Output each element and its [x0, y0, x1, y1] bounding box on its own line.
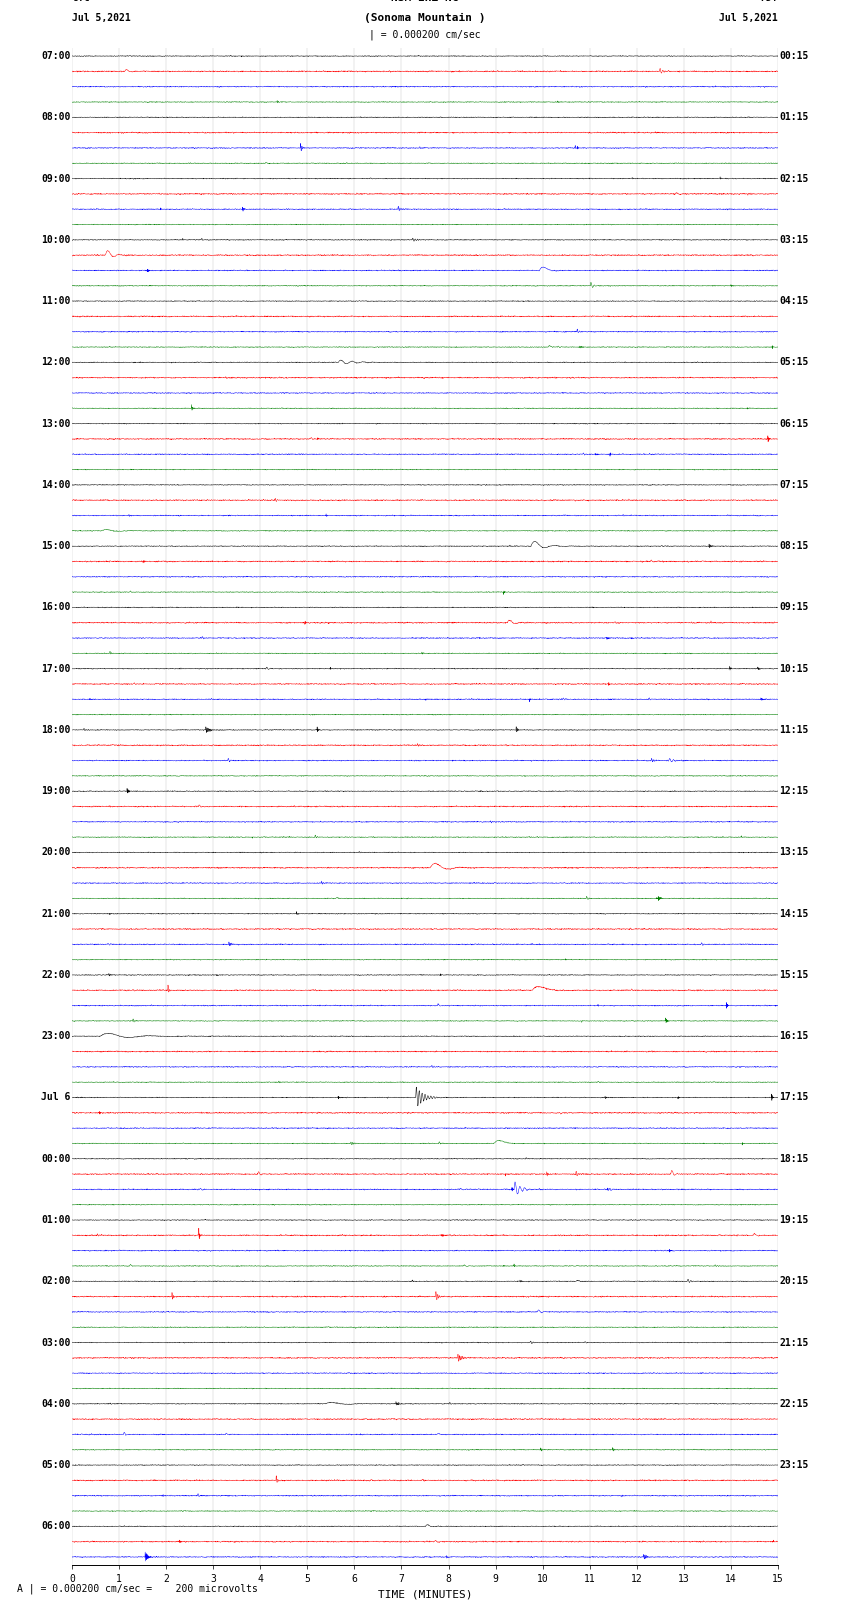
Text: 15:00: 15:00	[42, 540, 71, 552]
Text: 16:15: 16:15	[779, 1031, 808, 1042]
Text: 09:15: 09:15	[779, 602, 808, 613]
Text: 03:15: 03:15	[779, 235, 808, 245]
Text: 14:15: 14:15	[779, 908, 808, 919]
Text: 22:15: 22:15	[779, 1398, 808, 1408]
Text: 20:15: 20:15	[779, 1276, 808, 1286]
Text: 04:15: 04:15	[779, 297, 808, 306]
Text: 05:00: 05:00	[42, 1460, 71, 1469]
Text: 13:15: 13:15	[779, 847, 808, 858]
Text: 10:15: 10:15	[779, 663, 808, 674]
Text: 18:15: 18:15	[779, 1153, 808, 1163]
X-axis label: TIME (MINUTES): TIME (MINUTES)	[377, 1589, 473, 1598]
Text: 14:00: 14:00	[42, 481, 71, 490]
Text: 22:00: 22:00	[42, 969, 71, 981]
Text: Jul 5,2021: Jul 5,2021	[72, 13, 131, 23]
Text: 20:00: 20:00	[42, 847, 71, 858]
Text: NSM EHZ NC: NSM EHZ NC	[391, 0, 459, 3]
Text: 08:15: 08:15	[779, 540, 808, 552]
Text: A | = 0.000200 cm/sec =    200 microvolts: A | = 0.000200 cm/sec = 200 microvolts	[17, 1582, 258, 1594]
Text: 21:00: 21:00	[42, 908, 71, 919]
Text: | = 0.000200 cm/sec: | = 0.000200 cm/sec	[369, 29, 481, 40]
Text: 18:00: 18:00	[42, 724, 71, 736]
Text: 11:15: 11:15	[779, 724, 808, 736]
Text: 09:00: 09:00	[42, 174, 71, 184]
Text: 21:15: 21:15	[779, 1337, 808, 1347]
Text: PDT: PDT	[760, 0, 778, 3]
Text: 23:00: 23:00	[42, 1031, 71, 1042]
Text: 06:15: 06:15	[779, 419, 808, 429]
Text: 19:15: 19:15	[779, 1215, 808, 1224]
Text: 05:15: 05:15	[779, 358, 808, 368]
Text: 13:00: 13:00	[42, 419, 71, 429]
Text: 04:00: 04:00	[42, 1398, 71, 1408]
Text: 06:00: 06:00	[42, 1521, 71, 1531]
Text: 11:00: 11:00	[42, 297, 71, 306]
Text: UTC: UTC	[72, 0, 90, 3]
Text: 03:00: 03:00	[42, 1337, 71, 1347]
Text: 17:00: 17:00	[42, 663, 71, 674]
Text: 12:15: 12:15	[779, 786, 808, 797]
Text: 00:15: 00:15	[779, 52, 808, 61]
Text: 19:00: 19:00	[42, 786, 71, 797]
Text: Jul 6: Jul 6	[42, 1092, 71, 1103]
Text: 01:15: 01:15	[779, 113, 808, 123]
Text: 01:00: 01:00	[42, 1215, 71, 1224]
Text: 07:00: 07:00	[42, 52, 71, 61]
Text: 08:00: 08:00	[42, 113, 71, 123]
Text: 15:15: 15:15	[779, 969, 808, 981]
Text: 16:00: 16:00	[42, 602, 71, 613]
Text: 02:15: 02:15	[779, 174, 808, 184]
Text: 02:00: 02:00	[42, 1276, 71, 1286]
Text: (Sonoma Mountain ): (Sonoma Mountain )	[365, 13, 485, 23]
Text: 23:15: 23:15	[779, 1460, 808, 1469]
Text: 00:00: 00:00	[42, 1153, 71, 1163]
Text: Jul 5,2021: Jul 5,2021	[719, 13, 778, 23]
Text: 17:15: 17:15	[779, 1092, 808, 1103]
Text: 10:00: 10:00	[42, 235, 71, 245]
Text: 12:00: 12:00	[42, 358, 71, 368]
Text: 07:15: 07:15	[779, 481, 808, 490]
